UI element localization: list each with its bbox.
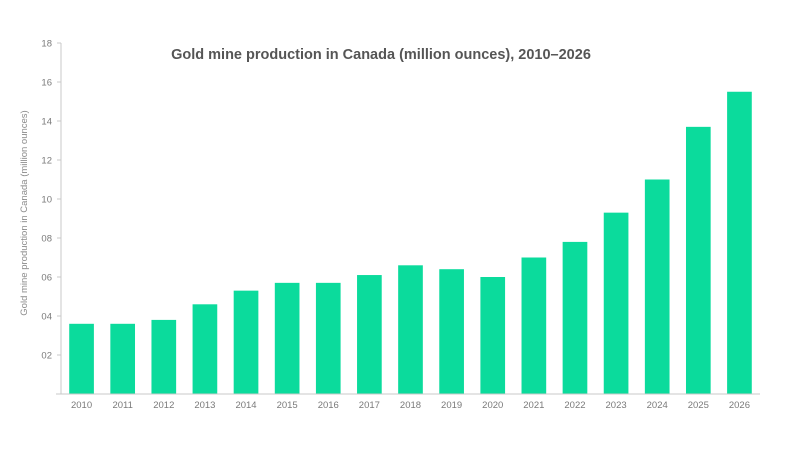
y-ticks-group: 02 04 06 08 10 12 14 16 18 xyxy=(41,39,61,362)
bar-2017 xyxy=(357,275,382,394)
bar-2016 xyxy=(315,282,341,394)
bar-2025 xyxy=(685,126,711,394)
bar-2026 xyxy=(727,91,752,394)
bar-2014 xyxy=(233,290,259,394)
y-tick-label: 10 xyxy=(41,195,52,206)
x-tick-label: 2019 xyxy=(441,400,462,411)
x-tick-label: 2022 xyxy=(564,400,585,411)
x-tick-label: 2018 xyxy=(400,400,421,411)
x-tick-label: 2020 xyxy=(482,400,503,411)
x-tick-label: 2026 xyxy=(729,400,750,411)
x-tick-label: 2017 xyxy=(359,400,380,411)
y-tick-label: 08 xyxy=(41,234,52,245)
bar-2013 xyxy=(192,304,218,394)
bar-2024 xyxy=(644,179,670,394)
bar-2010 xyxy=(69,323,94,394)
bar-2019 xyxy=(439,269,464,394)
x-tick-label: 2013 xyxy=(194,400,215,411)
y-tick-label: 18 xyxy=(41,39,52,50)
bar-2018 xyxy=(398,265,423,394)
x-tick-label: 2023 xyxy=(606,400,627,411)
y-tick-label: 12 xyxy=(41,156,52,167)
x-tick-label: 2021 xyxy=(523,400,544,411)
bar-2021 xyxy=(521,257,547,394)
x-tick-label: 2011 xyxy=(112,400,132,411)
chart-title: Gold mine production in Canada (million … xyxy=(171,47,591,63)
x-tick-label: 2024 xyxy=(647,400,668,411)
y-tick-label: 06 xyxy=(41,273,52,284)
x-tick-label: 2025 xyxy=(688,400,709,411)
bar-2011 xyxy=(110,323,136,394)
x-tick-label: 2014 xyxy=(235,400,256,411)
y-tick-label: 02 xyxy=(41,351,52,362)
x-tick-label: 2015 xyxy=(277,400,298,411)
y-tick-label: 14 xyxy=(41,117,52,128)
bar-2012 xyxy=(151,319,177,394)
bar-2015 xyxy=(274,282,300,394)
x-tick-label: 2016 xyxy=(318,400,339,411)
x-tick-label: 2010 xyxy=(71,400,92,411)
x-ticks-group: 2010 2011 2012 2013 2014 2015 2016 2017 2018 2019… xyxy=(71,400,750,411)
y-tick-label: 04 xyxy=(41,312,52,323)
bars-group xyxy=(69,91,752,394)
y-axis-label: Gold mine production in Canada (million … xyxy=(19,110,30,315)
x-tick-label: 2012 xyxy=(153,400,174,411)
bar-2020 xyxy=(480,277,506,394)
bar-2022 xyxy=(562,241,588,394)
bar-2023 xyxy=(603,212,629,394)
y-tick-label: 16 xyxy=(41,78,52,89)
